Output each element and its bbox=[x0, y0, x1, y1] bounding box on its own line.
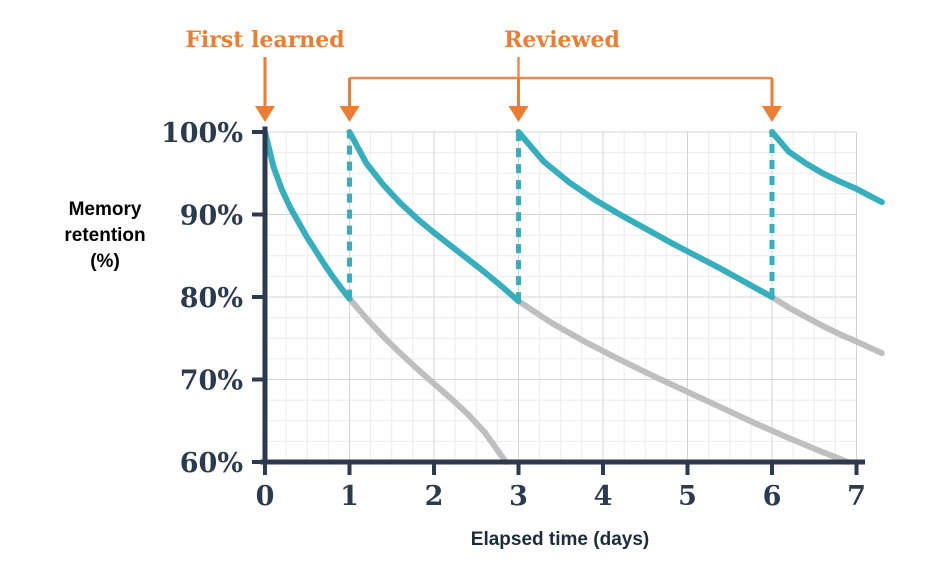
y-axis-label-line-1: Memory bbox=[69, 199, 142, 220]
axis-tick-labels: 60% 70% 80% 90% 100% 0 1 2 3 4 5 6 7 bbox=[161, 118, 866, 512]
y-axis-label-line-2: retention bbox=[64, 225, 145, 246]
x-tick-label: 7 bbox=[847, 481, 866, 512]
x-tick-label: 3 bbox=[509, 481, 528, 512]
x-tick-label: 0 bbox=[256, 481, 275, 512]
series-with-review bbox=[262, 129, 885, 305]
x-tick-label: 5 bbox=[678, 481, 697, 512]
y-tick-label: 80% bbox=[180, 283, 243, 314]
x-tick-label: 1 bbox=[340, 481, 359, 512]
annotations-layer bbox=[255, 57, 782, 122]
x-tick-label: 4 bbox=[594, 481, 613, 512]
y-axis-label-line-3: (%) bbox=[90, 251, 120, 272]
y-tick-label: 70% bbox=[180, 366, 243, 397]
x-tick-label: 6 bbox=[763, 481, 782, 512]
annotation-reviewed-label: Reviewed bbox=[504, 27, 620, 53]
annotation-first-learned-label: First learned bbox=[185, 27, 344, 53]
series-without-review bbox=[346, 294, 885, 465]
y-tick-label: 100% bbox=[161, 118, 243, 149]
review-jump-lines bbox=[347, 132, 775, 302]
x-tick-label: 2 bbox=[425, 481, 444, 512]
x-axis-label: Elapsed time (days) bbox=[471, 529, 649, 550]
y-tick-label: 90% bbox=[180, 201, 243, 232]
y-tick-label: 60% bbox=[180, 448, 243, 479]
axis-ticks bbox=[252, 130, 859, 475]
